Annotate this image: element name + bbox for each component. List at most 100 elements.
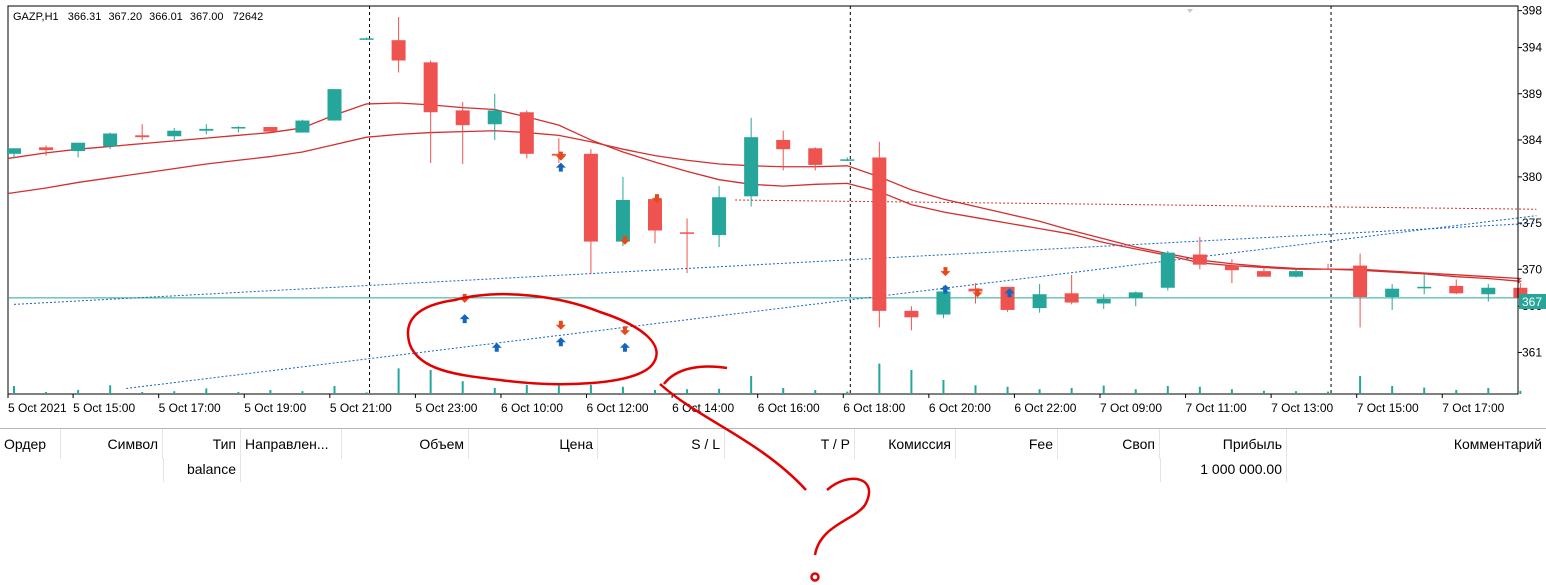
candle-body <box>1032 294 1047 309</box>
candle <box>199 124 214 135</box>
candle-body <box>199 128 214 131</box>
sell-arrow-icon <box>555 151 566 161</box>
col-sl[interactable]: S / L <box>598 429 725 459</box>
trend-lines <box>13 199 1537 389</box>
x-tick-label: 6 Oct 10:00 <box>501 401 563 415</box>
col-tp[interactable]: T / P <box>725 429 855 459</box>
ohlc-low: 366.01 <box>149 11 183 23</box>
x-tick-label: 5 Oct 23:00 <box>415 401 477 415</box>
sell-arrow-icon <box>619 235 630 245</box>
tick-volume: 72642 <box>233 11 264 23</box>
candle-body <box>1064 293 1079 303</box>
candle <box>615 176 630 247</box>
y-axis: 398394389384380375370366361 <box>1517 4 1542 394</box>
col-comment[interactable]: Комментарий <box>1453 436 1542 452</box>
candle-body <box>776 139 791 150</box>
candle-body <box>295 120 310 133</box>
candle <box>1417 273 1432 295</box>
candle <box>263 127 278 133</box>
candle <box>455 102 470 164</box>
x-tick-label: 6 Oct 14:00 <box>672 401 734 415</box>
candle <box>7 148 21 159</box>
candle-body <box>103 133 118 147</box>
candle <box>1224 259 1239 284</box>
col-symbol[interactable]: Символ <box>61 429 163 459</box>
candle <box>1289 269 1303 278</box>
candle <box>1192 236 1207 270</box>
plot-frame <box>7 5 1519 395</box>
candle-body <box>519 112 534 154</box>
candle-body <box>231 127 246 129</box>
candle <box>167 127 182 140</box>
price-tag: 367 <box>1519 294 1546 309</box>
candle <box>1032 284 1047 313</box>
candle <box>583 149 598 274</box>
col-volume[interactable]: Объем <box>342 429 469 459</box>
candle-body <box>135 135 150 138</box>
candle <box>103 132 118 150</box>
buy-arrow-icon <box>1004 288 1015 298</box>
candle-body <box>1353 265 1368 297</box>
price-chart[interactable]: 398394389384380375370366361 5 Oct 20215 … <box>0 0 1546 428</box>
x-tick-label: 7 Oct 17:00 <box>1442 401 1504 415</box>
col-order[interactable]: Ордер <box>0 429 61 459</box>
trend-line <box>735 199 1537 210</box>
y-tick-label: 380 <box>1522 170 1542 184</box>
candle <box>327 89 342 121</box>
candle <box>1256 267 1271 277</box>
candle-body <box>1449 285 1464 294</box>
sell-arrow-icon <box>652 194 662 204</box>
candle <box>808 147 823 171</box>
col-commission[interactable]: Комиссия <box>855 429 956 459</box>
candle-body <box>1256 271 1271 277</box>
candle-body <box>1481 287 1496 295</box>
x-tick-label: 6 Oct 16:00 <box>758 401 820 415</box>
candle-body <box>1000 286 1015 310</box>
x-tick-label: 7 Oct 09:00 <box>1100 401 1162 415</box>
candle-body <box>71 142 86 152</box>
y-tick-label: 394 <box>1522 41 1542 55</box>
candle-body <box>359 38 374 40</box>
scroll-marker[interactable] <box>1187 9 1193 13</box>
candle <box>1064 274 1079 305</box>
symbol-label: GAZP,H1 <box>13 11 59 23</box>
candle <box>487 93 502 140</box>
ohlc-high: 367.20 <box>108 11 142 23</box>
scroll-marker-icon[interactable] <box>1187 9 1193 13</box>
col-fee[interactable]: Fee <box>956 429 1058 459</box>
symbol-info: GAZP,H1 366.31 367.20 366.01 367.00 7264… <box>13 11 263 23</box>
y-tick-label: 361 <box>1522 345 1542 359</box>
col-type[interactable]: Тип <box>163 429 241 459</box>
col-profit[interactable]: Прибыль <box>1160 429 1287 459</box>
candle-body <box>1385 288 1400 297</box>
candle <box>1449 279 1464 295</box>
candle <box>1128 291 1143 307</box>
candle-body <box>904 310 919 318</box>
x-tick-label: 7 Oct 11:00 <box>1186 401 1247 415</box>
col-direction[interactable]: Направлен... <box>241 429 342 459</box>
candle <box>1481 284 1496 302</box>
candle-body <box>712 197 727 236</box>
x-tick-label: 7 Oct 13:00 <box>1271 401 1333 415</box>
sell-arrow-icon <box>972 288 983 298</box>
candle-body <box>648 199 662 231</box>
candle <box>135 124 150 140</box>
candle-body <box>840 159 855 161</box>
candle-body <box>1289 271 1303 277</box>
candle-body <box>872 157 887 311</box>
candle <box>1321 263 1336 271</box>
candle-body <box>423 62 438 113</box>
col-price[interactable]: Цена <box>469 429 598 459</box>
col-swap[interactable]: Своп <box>1058 429 1160 459</box>
table-row[interactable]: balance 1 000 000.00 <box>0 458 1546 482</box>
price-tag-box <box>1519 294 1546 309</box>
candle-body <box>7 148 21 154</box>
table-header: Ордер Символ Тип Направлен... Объем Цена… <box>0 428 1546 459</box>
candle-body <box>1128 292 1143 298</box>
candle-body <box>263 127 278 132</box>
trade-table: Ордер Символ Тип Направлен... Объем Цена… <box>0 428 1546 585</box>
y-tick-label: 389 <box>1522 87 1542 101</box>
candle-body <box>39 147 54 151</box>
candle-body <box>1321 268 1336 270</box>
candle-body <box>487 110 502 125</box>
